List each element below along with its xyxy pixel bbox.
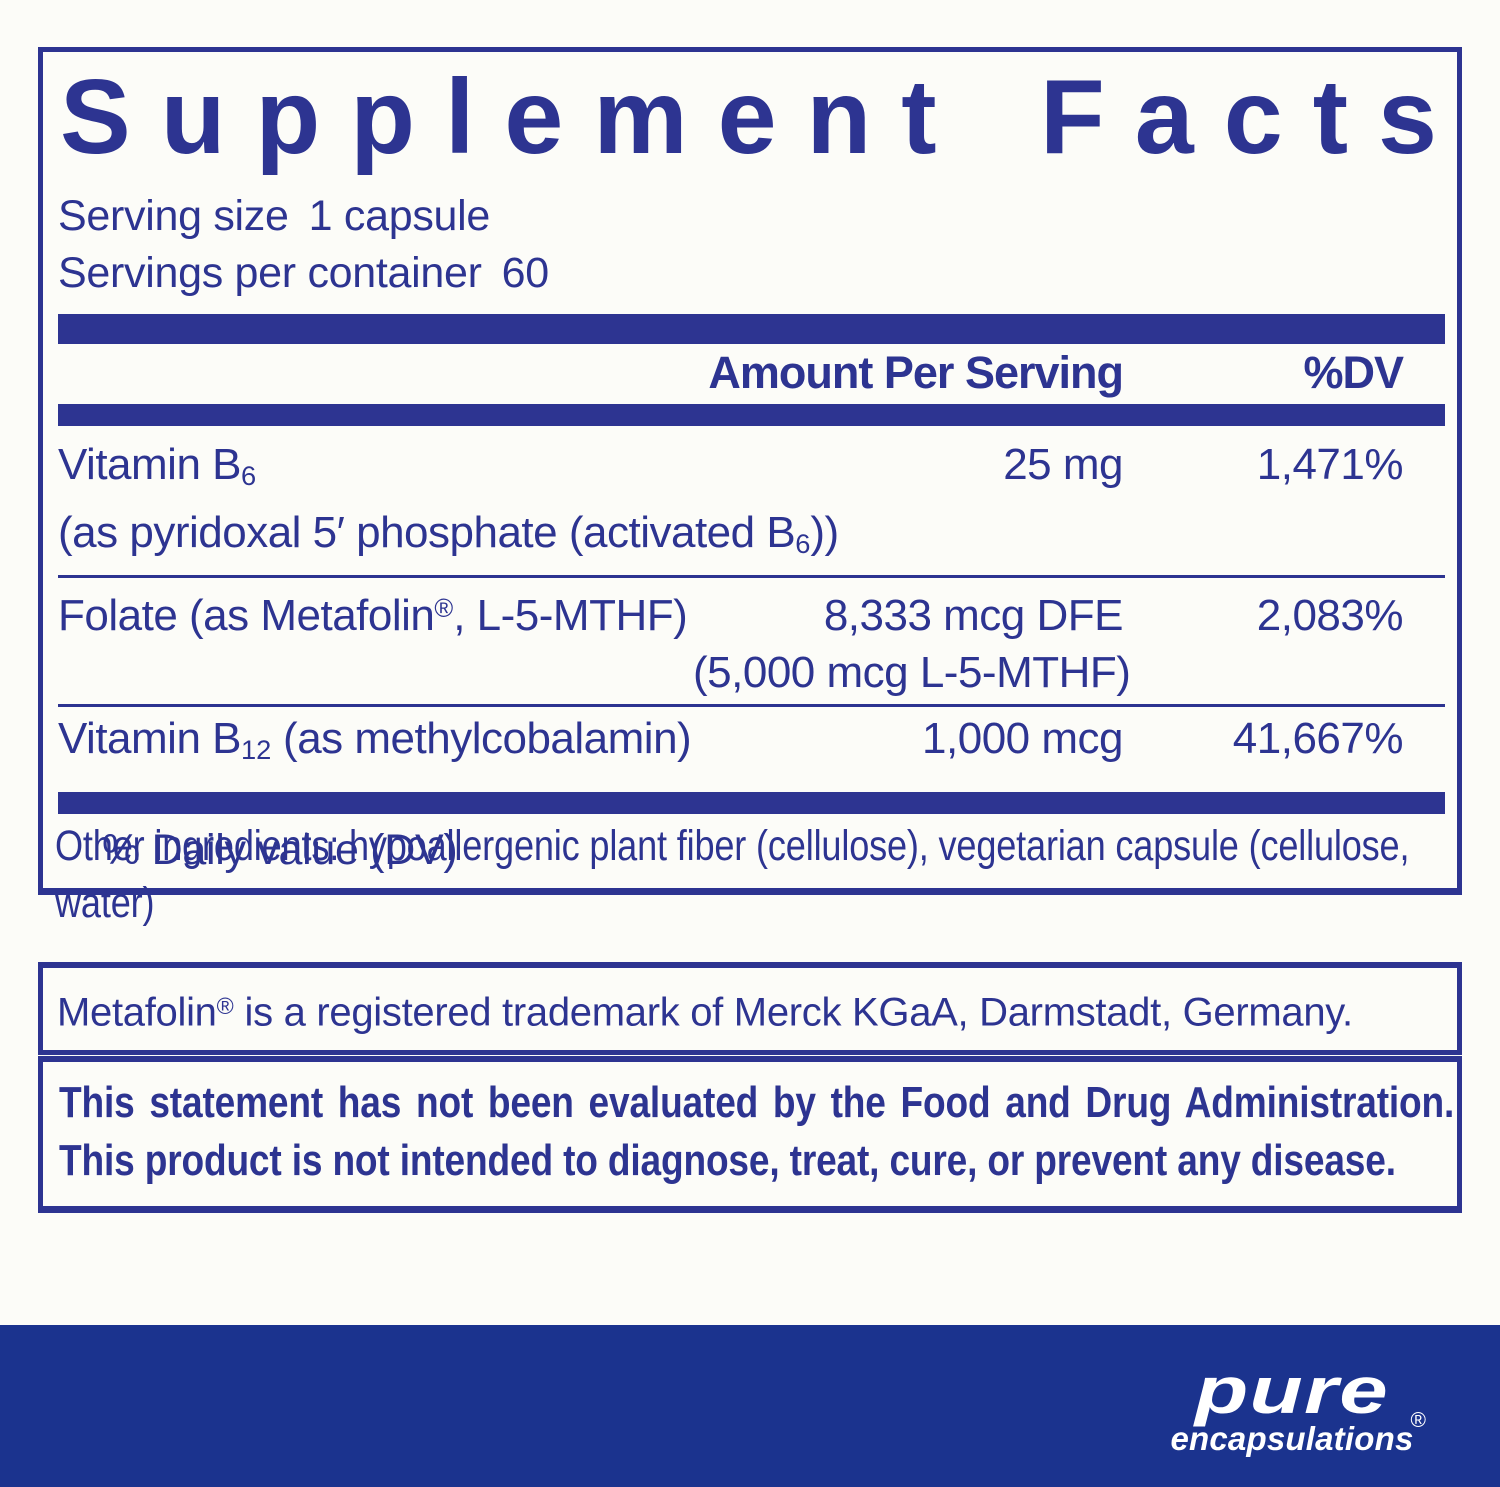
table-row: Vitamin B12 (as methylcobalamin) 1,000 mc… (58, 710, 1445, 778)
nutrient-dv: 1,471% (1256, 440, 1404, 490)
nutrient-name: Folate (as Metafolin®, L-5-MTHF) (58, 590, 688, 640)
registered-mark: ® (216, 993, 234, 1019)
trademark-text: Metafolin® is a registered trademark of … (57, 983, 1451, 1036)
servings-per-container-label: Servings per container (58, 249, 482, 298)
disclaimer-box: This statement has not been evaluated by… (38, 1056, 1462, 1213)
divider-bar-header (58, 404, 1445, 427)
divider-bar-bottom (58, 791, 1445, 814)
logo-pure-text: pure (1194, 1353, 1390, 1427)
nutrient-dv: 2,083% (1256, 590, 1404, 640)
serving-size-line: Serving size 1 capsule (58, 188, 1445, 245)
logo-registered-mark-icon: ® (1410, 1409, 1426, 1432)
divider-bar-top (58, 314, 1445, 345)
serving-size-value: 1 capsule (308, 192, 491, 241)
row-separator (58, 703, 1445, 707)
row-separator (58, 575, 1445, 579)
supplement-facts-panel: Supplement Facts Serving size 1 capsule S… (38, 47, 1462, 895)
nutrient-amount: 25 mg (1003, 440, 1123, 490)
trademark-box: Metafolin® is a registered trademark of … (38, 962, 1462, 1055)
logo-encapsulations-text: encapsulations (1170, 1420, 1414, 1457)
nutrient-amount: 1,000 mcg (922, 713, 1123, 763)
trademark-text-pre: Metafolin (57, 990, 217, 1035)
trademark-text-post: is a registered trademark of Merck KGaA,… (233, 990, 1354, 1035)
nutrient-rows: Vitamin B6 25 mg 1,471% (as pyridoxal 5′ ph… (58, 436, 1445, 778)
column-header-dv: %DV (1303, 347, 1404, 399)
brand-footer-band: pure encapsulations ® (0, 1325, 1500, 1487)
nutrient-amount-secondary: (5,000 mcg L-5-MTHF) (693, 647, 1131, 697)
disclaimer-text: This statement has not been evaluated by… (59, 1078, 1455, 1185)
nutrient-name: Vitamin B12 (as methylcobalamin) (58, 713, 692, 765)
panel-title: Supplement Facts (60, 58, 1467, 176)
servings-per-container-value: 60 (501, 249, 550, 298)
daily-value-footnote: % Daily value (DV) (102, 825, 458, 874)
table-row: Folate (as Metafolin®, L-5-MTHF) 8,333 mc… (58, 581, 1445, 701)
pure-encapsulations-logo: pure encapsulations ® (1166, 1357, 1426, 1457)
table-header-row: Amount Per Serving %DV (58, 346, 1445, 400)
other-ingredients-text: Other ingredients: hypoallergenic plant … (55, 822, 1410, 927)
table-row: Vitamin B6 25 mg 1,471% (as pyridoxal 5′ ph… (58, 436, 1445, 572)
servings-per-container-line: Servings per container 60 (58, 245, 1445, 302)
nutrient-detail: (as pyridoxal 5′ phosphate (activated B6… (58, 508, 839, 560)
nutrient-amount: 8,333 mcg DFE (823, 590, 1124, 640)
nutrient-name: Vitamin B6 (58, 440, 257, 492)
nutrient-dv: 41,667% (1232, 713, 1404, 763)
serving-size-label: Serving size (58, 192, 289, 241)
column-header-amount: Amount Per Serving (708, 347, 1124, 399)
